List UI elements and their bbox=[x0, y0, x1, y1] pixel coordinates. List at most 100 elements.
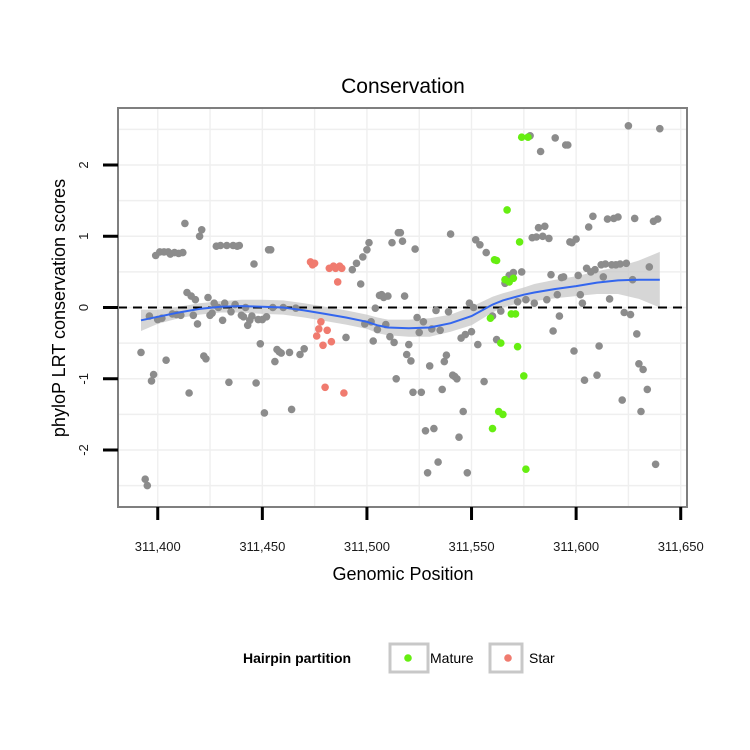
point-other bbox=[384, 292, 392, 300]
point-other bbox=[593, 371, 601, 380]
point-other bbox=[425, 362, 434, 370]
series-other bbox=[137, 122, 664, 490]
point-other bbox=[467, 327, 476, 336]
point-mature bbox=[511, 310, 520, 318]
point-other bbox=[432, 306, 440, 315]
point-other bbox=[536, 147, 545, 156]
y-axis-title: phyloP LRT conservation scores bbox=[49, 179, 69, 437]
point-other bbox=[482, 248, 491, 257]
legend-key-star bbox=[504, 654, 512, 662]
smooth-line-layer bbox=[140, 278, 660, 330]
point-other bbox=[635, 360, 643, 368]
point-other bbox=[461, 330, 470, 339]
point-other bbox=[415, 328, 424, 337]
point-other bbox=[538, 232, 547, 241]
legend: Hairpin partition Mature Star bbox=[243, 642, 555, 674]
point-other bbox=[342, 333, 350, 342]
point-other bbox=[162, 356, 170, 365]
point-other bbox=[430, 424, 438, 433]
legend-label-mature: Mature bbox=[430, 650, 474, 666]
point-star bbox=[317, 318, 325, 326]
point-star bbox=[327, 337, 336, 346]
point-other bbox=[225, 378, 233, 387]
point-other bbox=[227, 308, 235, 316]
point-other bbox=[262, 313, 271, 321]
chart-title: Conservation bbox=[341, 75, 465, 98]
point-other bbox=[591, 265, 599, 274]
x-tick-label: 311,500 bbox=[344, 539, 390, 554]
point-other bbox=[572, 235, 580, 243]
point-other bbox=[630, 214, 639, 223]
point-other bbox=[191, 295, 200, 304]
point-other bbox=[363, 246, 371, 254]
point-other bbox=[143, 481, 152, 490]
y-tick-label: -2 bbox=[76, 444, 91, 456]
point-other bbox=[559, 273, 568, 281]
point-mature bbox=[513, 342, 522, 351]
point-other bbox=[471, 236, 480, 244]
series-mature bbox=[486, 133, 532, 474]
point-other bbox=[220, 299, 229, 308]
x-tick-label: 311,600 bbox=[553, 539, 599, 554]
point-star bbox=[312, 332, 321, 340]
point-other bbox=[643, 385, 652, 394]
point-other bbox=[580, 376, 589, 385]
point-other bbox=[639, 365, 647, 374]
point-other bbox=[248, 312, 256, 320]
point-other bbox=[469, 303, 478, 312]
point-other bbox=[411, 245, 419, 253]
legend-key-mature bbox=[404, 654, 412, 662]
point-other bbox=[359, 253, 367, 261]
point-other bbox=[622, 259, 631, 268]
point-other bbox=[235, 241, 244, 250]
point-other bbox=[365, 238, 373, 247]
point-other bbox=[179, 248, 187, 257]
point-other bbox=[419, 318, 428, 326]
y-tick-label: -1 bbox=[76, 373, 91, 385]
point-other bbox=[371, 304, 380, 313]
point-other bbox=[202, 355, 210, 363]
point-other bbox=[260, 409, 269, 417]
point-other bbox=[405, 340, 413, 349]
point-other bbox=[137, 348, 145, 357]
point-other bbox=[476, 241, 484, 249]
point-star bbox=[315, 325, 323, 333]
point-other bbox=[578, 299, 587, 308]
point-mature bbox=[497, 339, 505, 347]
point-other bbox=[181, 219, 189, 228]
point-other bbox=[564, 141, 572, 149]
point-other bbox=[534, 223, 543, 232]
point-other bbox=[266, 246, 275, 254]
point-other bbox=[605, 295, 614, 303]
point-other bbox=[440, 357, 449, 366]
point-other bbox=[444, 308, 453, 316]
point-other bbox=[277, 349, 286, 357]
point-other bbox=[633, 330, 641, 338]
point-other bbox=[599, 273, 608, 281]
point-other bbox=[547, 270, 555, 279]
point-other bbox=[250, 260, 258, 268]
point-other bbox=[603, 215, 612, 223]
point-other bbox=[436, 326, 445, 335]
point-other bbox=[446, 230, 455, 238]
point-other bbox=[223, 241, 231, 250]
point-mature bbox=[509, 274, 518, 283]
x-tick-label: 311,650 bbox=[658, 539, 704, 554]
point-other bbox=[149, 370, 158, 379]
point-other bbox=[373, 325, 382, 334]
point-other bbox=[241, 303, 250, 312]
point-other bbox=[616, 260, 624, 268]
point-other bbox=[300, 345, 309, 353]
point-other bbox=[574, 271, 582, 280]
point-other bbox=[296, 350, 304, 359]
point-other bbox=[459, 407, 468, 416]
point-other bbox=[595, 342, 603, 350]
point-other bbox=[509, 268, 518, 277]
point-other bbox=[398, 237, 407, 245]
point-other bbox=[576, 290, 585, 299]
point-other bbox=[637, 407, 645, 416]
point-star bbox=[319, 341, 327, 350]
point-other bbox=[545, 234, 553, 243]
x-axis: 311,400 311,450 311,500 311,550 311,600 311,6… bbox=[135, 507, 704, 554]
point-other bbox=[287, 405, 296, 414]
